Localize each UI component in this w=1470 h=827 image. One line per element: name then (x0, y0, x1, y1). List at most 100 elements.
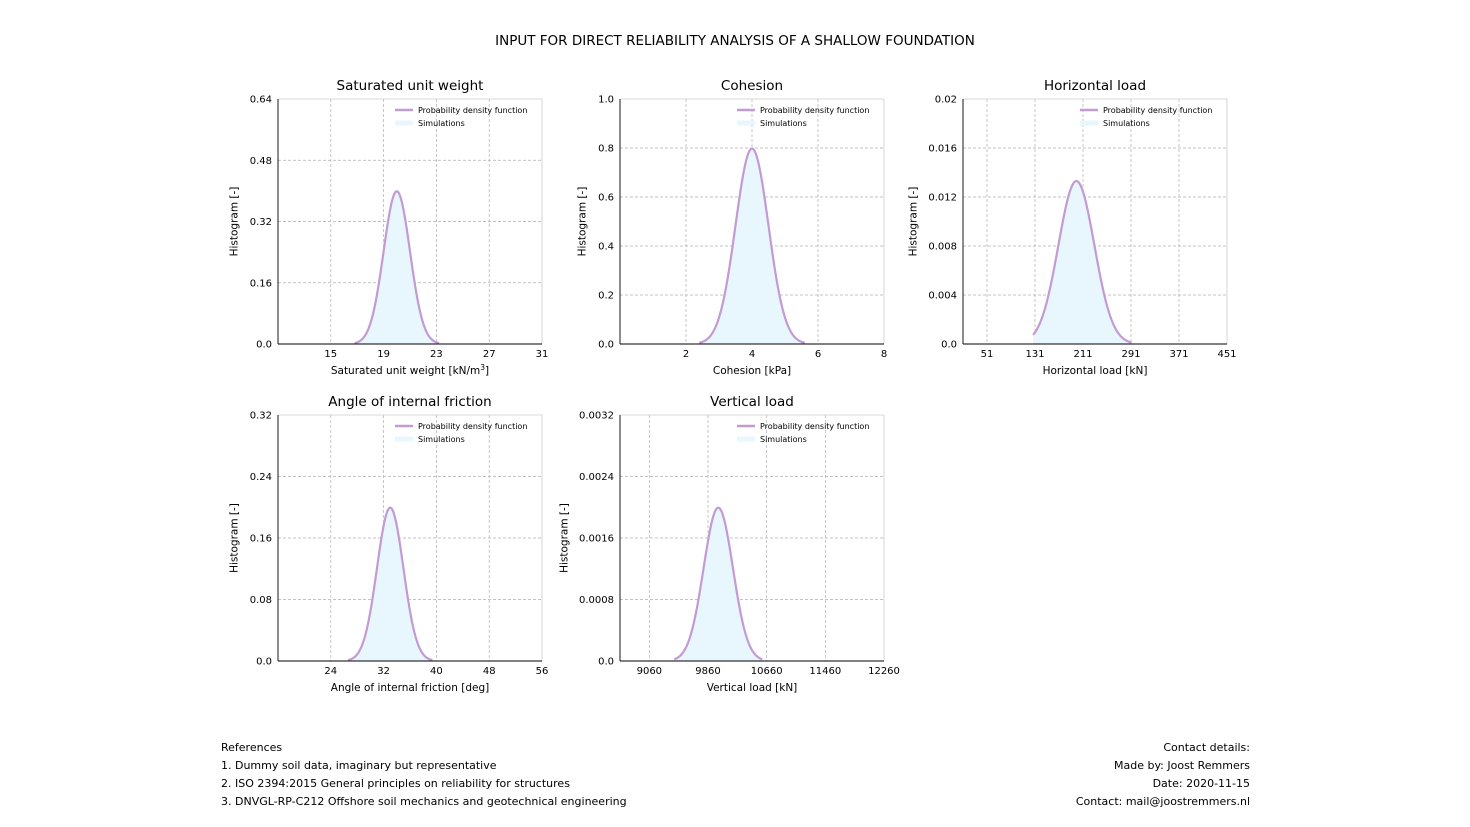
x-axis-label-end: ] (485, 365, 489, 377)
legend-simulations-swatch (395, 436, 413, 442)
y-tick-label: 0.0 (598, 340, 614, 351)
references-block: References 1. Dummy soil data, imaginary… (221, 739, 627, 811)
y-tick-label: 0.0 (256, 657, 272, 668)
simulations-histogram (1033, 181, 1132, 344)
x-tick-label: 6 (815, 349, 821, 360)
pdf-curve (673, 506, 763, 661)
x-tick-label: 32 (377, 666, 390, 677)
legend-simulations-label: Simulations (418, 435, 465, 444)
x-tick-label: 19 (377, 349, 390, 360)
chart-title: Angle of internal friction (328, 394, 491, 410)
x-tick-label: 31 (536, 349, 549, 360)
x-tick-label: 131 (1025, 349, 1044, 360)
contact-made-by: Made by: Joost Remmers (1114, 759, 1250, 772)
legend-simulations-label: Simulations (418, 119, 465, 128)
y-tick-label: 0.4 (598, 242, 614, 253)
chart-5: 9060 9860 10660 11460 12260 0.0 0.0008 0.0016 0.… (558, 394, 900, 694)
legend-simulations-swatch (737, 120, 755, 126)
y-tick-label: 0.16 (250, 278, 272, 289)
y-tick-label: 0.16 (250, 534, 272, 545)
y-tick-label: 0.012 (928, 193, 957, 204)
reference-item-1: 1. Dummy soil data, imaginary but repres… (221, 759, 497, 772)
y-tick-label: 0.0024 (579, 472, 614, 483)
contact-email: Contact: mail@joostremmers.nl (1075, 795, 1250, 808)
y-tick-label: 0.016 (928, 144, 957, 155)
y-tick-label: 0.2 (598, 291, 614, 302)
x-tick-label: 4 (749, 349, 755, 360)
y-tick-label: 0.0 (598, 657, 614, 668)
y-tick-label: 0.02 (935, 95, 957, 106)
simulations-histogram (347, 507, 433, 661)
figure-title: INPUT FOR DIRECT RELIABILITY ANALYSIS OF… (495, 33, 975, 49)
chart-4: 24 32 40 48 56 0.0 0.08 0.16 0.24 0.32 Angle of in… (229, 394, 549, 694)
y-tick-label: 1.0 (598, 95, 614, 106)
chart-title: Saturated unit weight (337, 78, 484, 94)
y-tick-label: 0.24 (250, 472, 272, 483)
simulations-histogram (354, 191, 440, 344)
pdf-curve (698, 147, 806, 344)
x-tick-label: 451 (1217, 349, 1236, 360)
chart-title: Horizontal load (1044, 78, 1146, 94)
x-tick-label: 11460 (809, 666, 841, 677)
x-tick-label: 12260 (868, 666, 900, 677)
x-tick-label: 23 (430, 349, 443, 360)
chart-title: Cohesion (721, 78, 783, 94)
x-axis-label: Vertical load [kN] (707, 682, 798, 694)
contact-date: Date: 2020-11-15 (1152, 777, 1250, 790)
y-tick-label: 0.8 (598, 144, 614, 155)
reference-item-2: 2. ISO 2394:2015 General principles on r… (221, 777, 570, 790)
y-tick-label: 0.32 (250, 217, 272, 228)
reference-item-3: 3. DNVGL-RP-C212 Offshore soil mechanics… (221, 795, 627, 808)
y-tick-label: 0.6 (598, 193, 614, 204)
y-tick-label: 0.004 (928, 291, 957, 302)
legend-pdf-label: Probability density function (760, 422, 869, 431)
pdf-curve (347, 506, 433, 662)
legend-pdf-label: Probability density function (760, 106, 869, 115)
x-tick-label: 24 (324, 666, 337, 677)
legend-pdf-label: Probability density function (418, 106, 527, 115)
contact-heading: Contact details: (1163, 741, 1250, 754)
legend-pdf-label: Probability density function (418, 422, 527, 431)
y-axis-label: Histogram [-] (229, 187, 241, 257)
y-tick-label: 0.0032 (579, 411, 614, 422)
x-axis-label: Cohesion [kPa] (713, 365, 791, 377)
x-axis-label: Saturated unit weight [kN/m3] (331, 363, 489, 377)
y-tick-label: 0.0 (256, 340, 272, 351)
simulations-histogram (674, 507, 763, 661)
x-tick-label: 40 (430, 666, 443, 677)
x-tick-label: 9060 (637, 666, 662, 677)
legend-simulations-swatch (737, 436, 755, 442)
x-tick-label: 371 (1169, 349, 1188, 360)
x-axis-label-superscript: 3 (480, 363, 485, 372)
legend-simulations-label: Simulations (760, 119, 807, 128)
y-axis-label: Histogram [-] (229, 503, 241, 573)
y-tick-label: 0.0 (941, 340, 957, 351)
y-axis-label: Histogram [-] (577, 187, 589, 257)
y-axis-label: Histogram [-] (908, 187, 920, 257)
y-tick-label: 0.32 (250, 411, 272, 422)
x-tick-label: 15 (324, 349, 337, 360)
chart-2: 2 4 6 8 0.0 0.2 0.4 0.6 0.8 1.0 Cohesion Cohesion [… (577, 78, 887, 377)
legend-simulations-swatch (1080, 120, 1098, 126)
contact-block: Contact details: Made by: Joost Remmers … (1076, 739, 1250, 811)
legend-simulations-label: Simulations (1103, 119, 1150, 128)
y-tick-label: 0.0008 (579, 595, 614, 606)
x-axis-label: Angle of internal friction [deg] (331, 682, 489, 694)
y-tick-label: 0.64 (250, 95, 272, 106)
pdf-curve (1032, 180, 1132, 344)
chart-1: 15 19 23 27 31 0.0 0.16 0.32 0.48 0.64 Saturated u… (229, 78, 549, 377)
x-tick-label: 8 (881, 349, 887, 360)
pdf-curve (354, 190, 440, 345)
y-tick-label: 0.48 (250, 156, 272, 167)
x-tick-label: 27 (483, 349, 496, 360)
legend-simulations-label: Simulations (760, 435, 807, 444)
x-tick-label: 9860 (695, 666, 720, 677)
x-tick-label: 51 (981, 349, 994, 360)
legend-pdf-label: Probability density function (1103, 106, 1212, 115)
y-axis-label: Histogram [-] (558, 503, 570, 573)
references-heading: References (221, 741, 283, 754)
chart-3: 51 131 211 291 371 451 0.0 0.004 0.008 0.012 0.016… (908, 78, 1237, 377)
x-tick-label: 291 (1121, 349, 1140, 360)
x-tick-label: 211 (1073, 349, 1092, 360)
